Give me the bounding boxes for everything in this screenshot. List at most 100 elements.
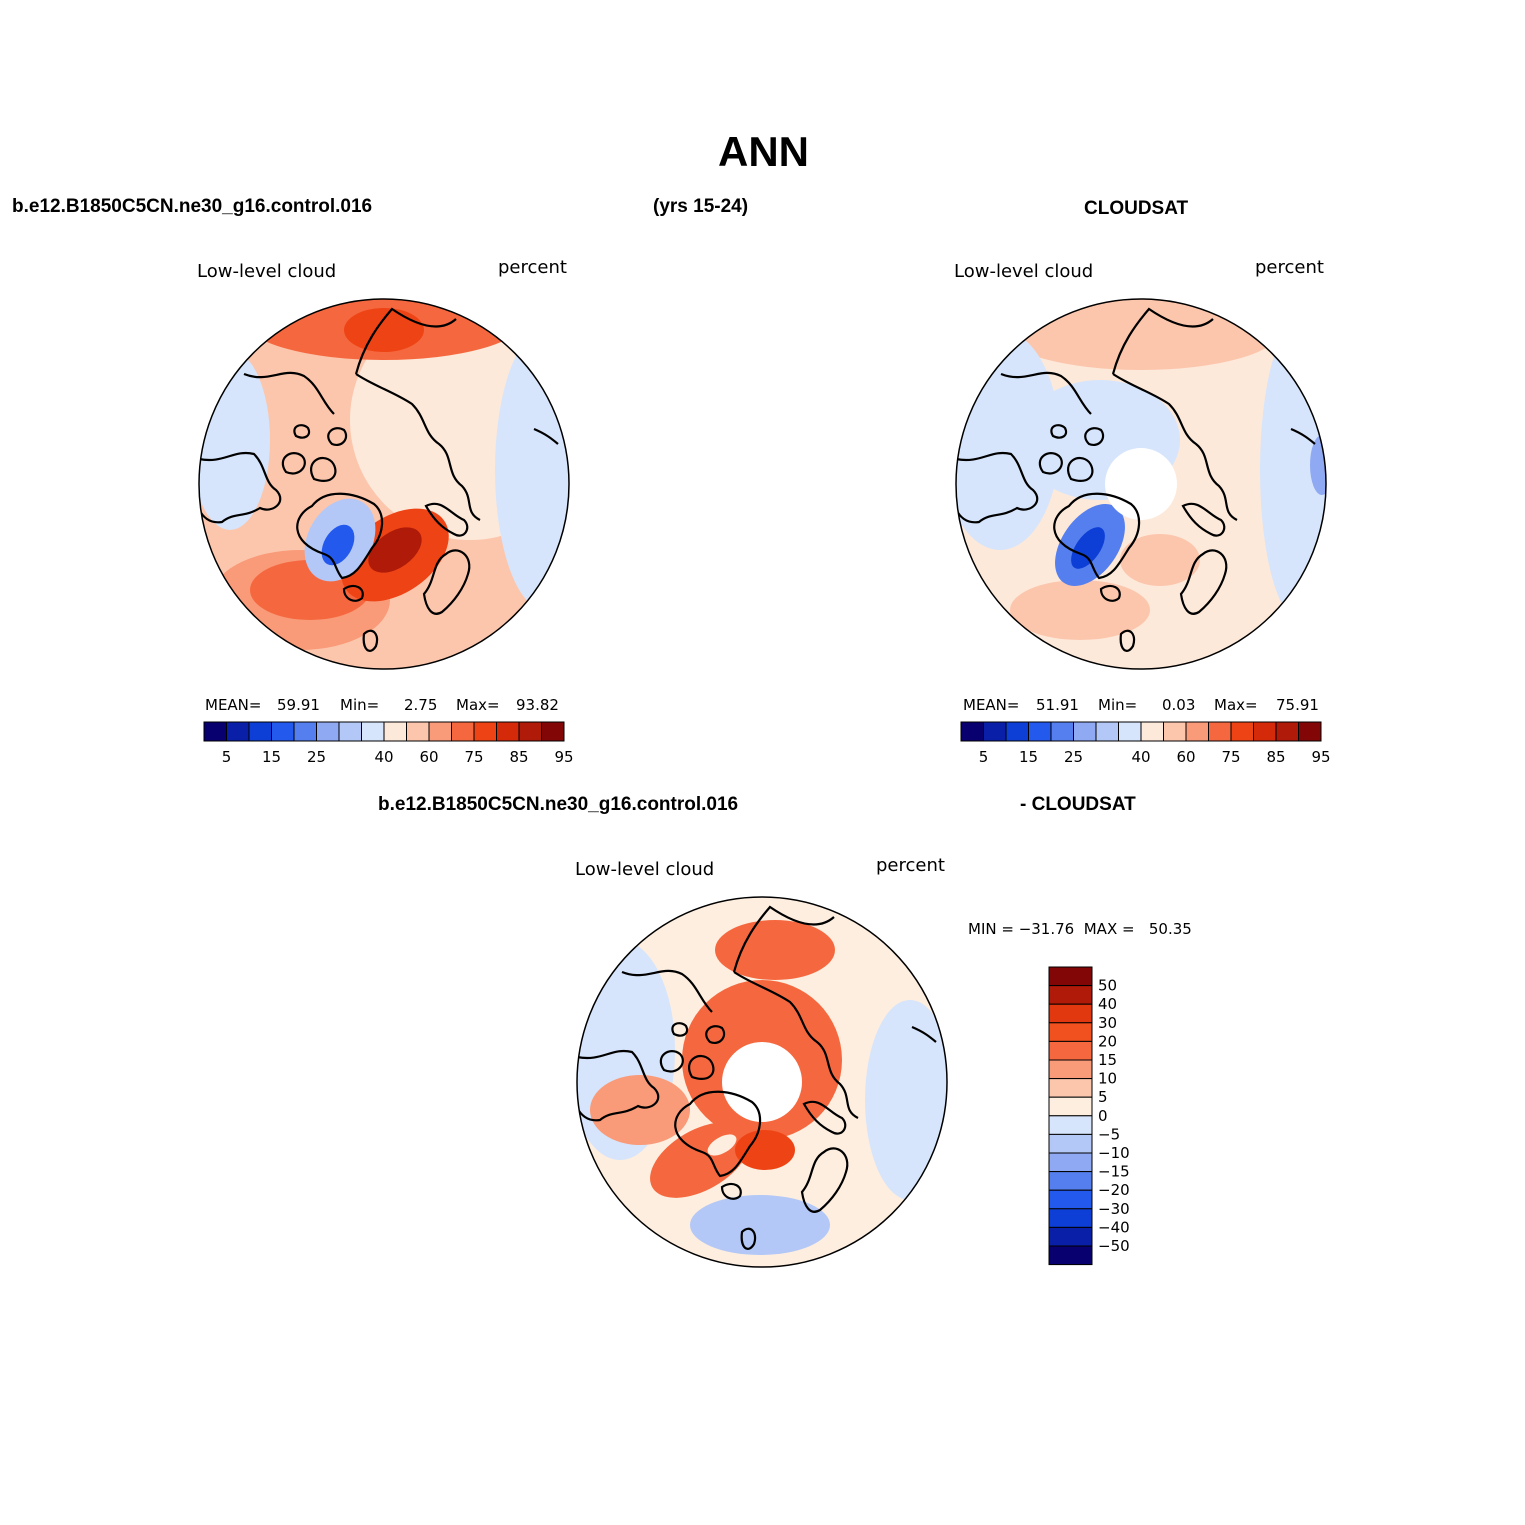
- diff-colorbar-box: [1048, 1245, 1093, 1266]
- diff-colorbar-label: 15: [1098, 1051, 1117, 1069]
- obs-colorbar: 5 15 25 40 60 75 85 95: [960, 721, 1331, 766]
- model-colorbar-box: [451, 721, 475, 742]
- diff-colorbar-box: [1048, 1171, 1093, 1191]
- figure-title: ANN: [718, 128, 809, 175]
- model-colorbar-box: [226, 721, 250, 742]
- diff-colorbar-label: −40: [1098, 1218, 1130, 1236]
- model-colorbar-box: [271, 721, 295, 742]
- model-colorbar-label: 15: [262, 748, 281, 766]
- diff-case-name-label: b.e12.B1850C5CN.ne30_g16.control.016: [378, 794, 739, 815]
- model-colorbar-box: [496, 721, 520, 742]
- model-colorbar-label: 75: [464, 748, 483, 766]
- obs-colorbar-box: [1275, 721, 1299, 742]
- model-colorbar-label: 25: [307, 748, 326, 766]
- diff-units-label: percent: [876, 855, 945, 876]
- diff-minmax-label: MIN = −31.76 MAX = 50.35: [968, 920, 1192, 938]
- diff-colorbar-label: −10: [1098, 1144, 1130, 1162]
- model-mean-value: 59.91: [277, 696, 320, 714]
- obs-mean-value: 51.91: [1036, 696, 1079, 714]
- model-colorbar-box: [248, 721, 272, 742]
- diff-colorbar-label: 30: [1098, 1014, 1117, 1032]
- model-colorbar-box: [293, 721, 317, 742]
- diff-colorbar-label: 10: [1098, 1070, 1117, 1088]
- model-units-label: percent: [498, 257, 567, 278]
- obs-colorbar-box: [1118, 721, 1142, 742]
- model-colorbar-label: 40: [374, 748, 393, 766]
- obs-colorbar-label: 5: [979, 748, 989, 766]
- model-colorbar-box: [316, 721, 340, 742]
- diff-colorbar-box: [1048, 1189, 1093, 1210]
- obs-min-label: Min=: [1098, 696, 1138, 714]
- obs-max-label: Max=: [1214, 696, 1258, 714]
- obs-colorbar-label: 75: [1221, 748, 1240, 766]
- diff-map: [577, 897, 947, 1267]
- obs-colorbar-box: [1230, 721, 1254, 742]
- diff-colorbar-box: [1048, 966, 1093, 987]
- obs-name-label: CLOUDSAT: [1084, 198, 1189, 219]
- obs-colorbar-box: [1140, 721, 1164, 742]
- diff-colorbar-box: [1048, 985, 1093, 1005]
- diff-colorbar-label: −30: [1098, 1200, 1130, 1218]
- obs-colorbar-box: [1095, 721, 1119, 742]
- diff-colorbar-label: 20: [1098, 1032, 1117, 1050]
- diff-colorbar-label: −50: [1098, 1237, 1130, 1255]
- obs-colorbar-label: 25: [1064, 748, 1083, 766]
- diff-colorbar-label: 40: [1098, 995, 1117, 1013]
- diff-colorbar-box: [1048, 1208, 1093, 1228]
- diff-colorbar-box: [1048, 1226, 1093, 1247]
- model-variable-label: Low-level cloud: [197, 261, 337, 282]
- diff-colorbar-box: [1048, 1059, 1093, 1080]
- model-map: [199, 299, 569, 669]
- obs-variable-label: Low-level cloud: [954, 261, 1094, 282]
- model-colorbar-box: [203, 721, 227, 742]
- diff-colorbar-box: [1048, 1040, 1093, 1061]
- diff-colorbar-label: −15: [1098, 1163, 1130, 1181]
- obs-colorbar-box: [1185, 721, 1209, 742]
- model-min-label: Min=: [340, 696, 380, 714]
- obs-colorbar-label: 60: [1176, 748, 1195, 766]
- obs-colorbar-box: [960, 721, 984, 742]
- model-colorbar-label: 5: [222, 748, 232, 766]
- obs-colorbar-label: 40: [1131, 748, 1150, 766]
- obs-min-value: 0.03: [1162, 696, 1196, 714]
- diff-colorbar-box: [1048, 1078, 1093, 1098]
- obs-colorbar-box: [1050, 721, 1074, 742]
- obs-units-label: percent: [1255, 257, 1324, 278]
- model-max-label: Max=: [456, 696, 500, 714]
- obs-colorbar-box: [1005, 721, 1029, 742]
- obs-colorbar-label: 15: [1019, 748, 1038, 766]
- diff-obs-name-label: - CLOUDSAT: [1020, 794, 1136, 815]
- diff-colorbar-box: [1048, 1152, 1093, 1173]
- model-colorbar-box: [428, 721, 452, 742]
- diff-colorbar-label: 50: [1098, 977, 1117, 995]
- model-colorbar-box: [361, 721, 385, 742]
- obs-map: [956, 299, 1326, 669]
- obs-colorbar-box: [983, 721, 1007, 742]
- model-colorbar-label: 85: [509, 748, 528, 766]
- model-max-value: 93.82: [516, 696, 559, 714]
- model-colorbar-box: [518, 721, 542, 742]
- obs-colorbar-box: [1073, 721, 1097, 742]
- obs-colorbar-box: [1253, 721, 1277, 742]
- diff-colorbar-box: [1048, 1022, 1093, 1042]
- model-min-value: 2.75: [404, 696, 438, 714]
- obs-colorbar-label: 85: [1266, 748, 1285, 766]
- obs-colorbar-box: [1163, 721, 1187, 742]
- obs-colorbar-box: [1208, 721, 1232, 742]
- obs-colorbar-box: [1028, 721, 1052, 742]
- diff-colorbar-label: −20: [1098, 1181, 1130, 1199]
- model-colorbar-label: 60: [419, 748, 438, 766]
- diff-variable-label: Low-level cloud: [575, 859, 715, 880]
- model-colorbar-box: [473, 721, 497, 742]
- diff-colorbar-box: [1048, 1115, 1093, 1135]
- diff-colorbar-label: −5: [1098, 1125, 1120, 1143]
- obs-map-border: [955, 298, 1327, 670]
- model-colorbar-label: 95: [554, 748, 573, 766]
- diff-colorbar-box: [1048, 1003, 1093, 1024]
- diff-map-border: [576, 896, 948, 1268]
- obs-max-value: 75.91: [1276, 696, 1319, 714]
- model-colorbar: 5 15 25 40 60 75 85 95: [203, 721, 574, 766]
- model-colorbar-box: [406, 721, 430, 742]
